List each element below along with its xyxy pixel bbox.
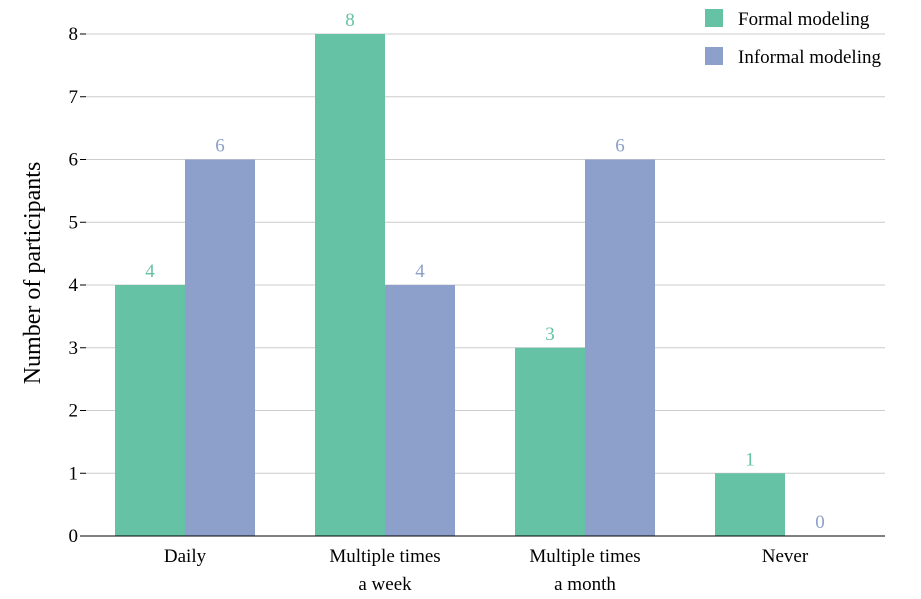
bar-informal <box>185 159 255 536</box>
y-tick-label: 8 <box>69 24 79 45</box>
bar-formal <box>315 34 385 536</box>
x-category-label: Multiple times <box>529 546 640 567</box>
x-category-label: a month <box>554 574 616 595</box>
y-axis-label: Number of participants <box>20 162 46 385</box>
data-label: 6 <box>215 136 225 157</box>
y-tick-label: 1 <box>69 463 79 484</box>
y-tick-label: 5 <box>69 212 79 233</box>
bars <box>115 34 785 536</box>
x-category-label: Daily <box>164 546 207 567</box>
bar-formal <box>515 347 585 536</box>
bar-informal <box>585 159 655 536</box>
data-label: 1 <box>745 449 755 470</box>
data-label: 0 <box>815 512 825 533</box>
x-category-label: Never <box>762 546 809 567</box>
legend-label: Informal modeling <box>738 47 881 68</box>
y-tick-label: 3 <box>69 338 79 359</box>
data-label: 3 <box>545 324 555 345</box>
y-tick-label: 0 <box>69 526 79 547</box>
x-axis-categories: Daily Multiple times a week Multiple times a… <box>164 546 809 595</box>
bar-formal <box>115 285 185 536</box>
y-axis-ticks: 0 1 2 3 4 5 6 7 8 <box>69 24 86 547</box>
data-label: 6 <box>615 136 625 157</box>
data-labels: 4 8 3 1 6 4 6 0 <box>145 10 825 533</box>
x-category-label: a week <box>358 574 412 595</box>
y-tick-label: 6 <box>69 150 79 171</box>
bar-formal <box>715 473 785 536</box>
data-label: 8 <box>345 10 355 31</box>
legend-swatch <box>705 47 723 65</box>
y-tick-label: 2 <box>69 401 79 422</box>
x-category-label: Multiple times <box>329 546 440 567</box>
data-label: 4 <box>415 261 425 282</box>
legend: Formal modeling Informal modeling <box>705 9 881 68</box>
bar-informal <box>385 285 455 536</box>
legend-label: Formal modeling <box>738 9 870 30</box>
y-tick-label: 4 <box>69 275 79 296</box>
data-label: 4 <box>145 261 155 282</box>
y-tick-label: 7 <box>69 87 79 108</box>
legend-swatch <box>705 9 723 27</box>
